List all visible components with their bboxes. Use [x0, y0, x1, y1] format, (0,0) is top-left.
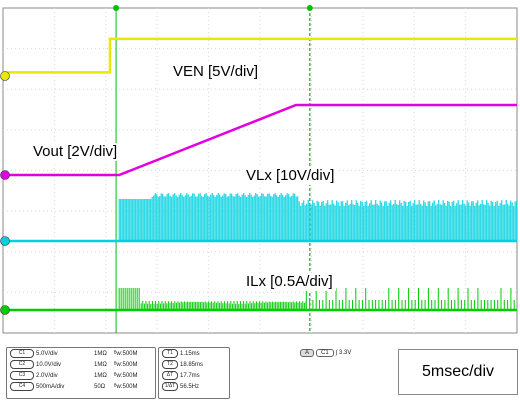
channel-badge: C3 — [10, 371, 34, 380]
channel-scale: 10.0V/div — [36, 362, 61, 368]
vout-scale-label: Vout [2V/div] — [30, 143, 120, 161]
cursor-marker — [307, 5, 313, 11]
trigger-readout: A C1 ∫ 3.3V — [300, 349, 351, 357]
ilx-scale-label: ILx [0.5A/div] — [243, 273, 336, 291]
trigger-source: C1 — [316, 349, 334, 357]
channel-marker-2 — [1, 171, 10, 180]
channel-marker-3 — [1, 237, 10, 246]
bandwidth-icon: ᴮw:500M — [114, 360, 138, 370]
channel-impedance: 1MΩ — [94, 371, 107, 381]
measurement-badge: 1/ΔT — [162, 382, 178, 391]
channel-scale: 2.0V/div — [36, 373, 58, 379]
measurement-value: 1.15ms — [180, 351, 200, 357]
trigger-icon: A — [300, 349, 314, 357]
bandwidth-icon: ᴮw:500M — [114, 371, 138, 381]
channel-marker-4 — [1, 306, 10, 315]
measurement-row: ΔT 17.7ms — [162, 371, 200, 381]
channel-bandwidth: 500M — [123, 362, 138, 368]
channel-scale: 500mA/div — [36, 384, 64, 390]
measurement-badge: ΔT — [162, 371, 178, 380]
channel-impedance: 1MΩ — [94, 349, 107, 359]
channel-row: C3 2.0V/div 1MΩ ᴮw:500M — [10, 371, 58, 381]
bandwidth-icon: ᴮw:500M — [114, 382, 138, 392]
channel-badge: C4 — [10, 382, 34, 391]
measurement-row: T1 1.15ms — [162, 349, 200, 359]
channel-badge: C1 — [10, 349, 34, 358]
channel-impedance: 50Ω — [94, 382, 105, 392]
channel-row: C4 500mA/div 50Ω ᴮw:500M — [10, 382, 64, 392]
channel-row: C1 5.0V/div 1MΩ ᴮw:500M — [10, 349, 58, 359]
measurement-badge: T2 — [162, 360, 178, 369]
measurement-value: 17.7ms — [180, 373, 200, 379]
measurement-badge: T1 — [162, 349, 178, 358]
channel-marker-1 — [1, 72, 10, 81]
channel-badge: C2 — [10, 360, 34, 369]
cursor-marker — [113, 5, 119, 11]
bandwidth-icon: ᴮw:500M — [114, 349, 138, 359]
rising-edge-icon: ∫ — [336, 350, 338, 356]
measurement-value: 56.5Hz — [180, 384, 199, 390]
channel-row: C2 10.0V/div 1MΩ ᴮw:500M — [10, 360, 61, 370]
channel-scale: 5.0V/div — [36, 351, 58, 357]
trigger-level: 3.3V — [339, 350, 351, 356]
channel-bandwidth: 500M — [123, 373, 138, 379]
measurement-row: 1/ΔT 56.5Hz — [162, 382, 199, 392]
measurement-row: T2 18.85ms — [162, 360, 203, 370]
vlx-scale-label: VLx [10V/div] — [243, 167, 337, 185]
channel-bandwidth: 500M — [123, 384, 138, 390]
measurement-value: 18.85ms — [180, 362, 203, 368]
channel-bandwidth: 500M — [123, 351, 138, 357]
timebase-readout: 5msec/div — [398, 349, 518, 395]
ven-scale-label: VEN [5V/div] — [170, 63, 261, 81]
channel-impedance: 1MΩ — [94, 360, 107, 370]
